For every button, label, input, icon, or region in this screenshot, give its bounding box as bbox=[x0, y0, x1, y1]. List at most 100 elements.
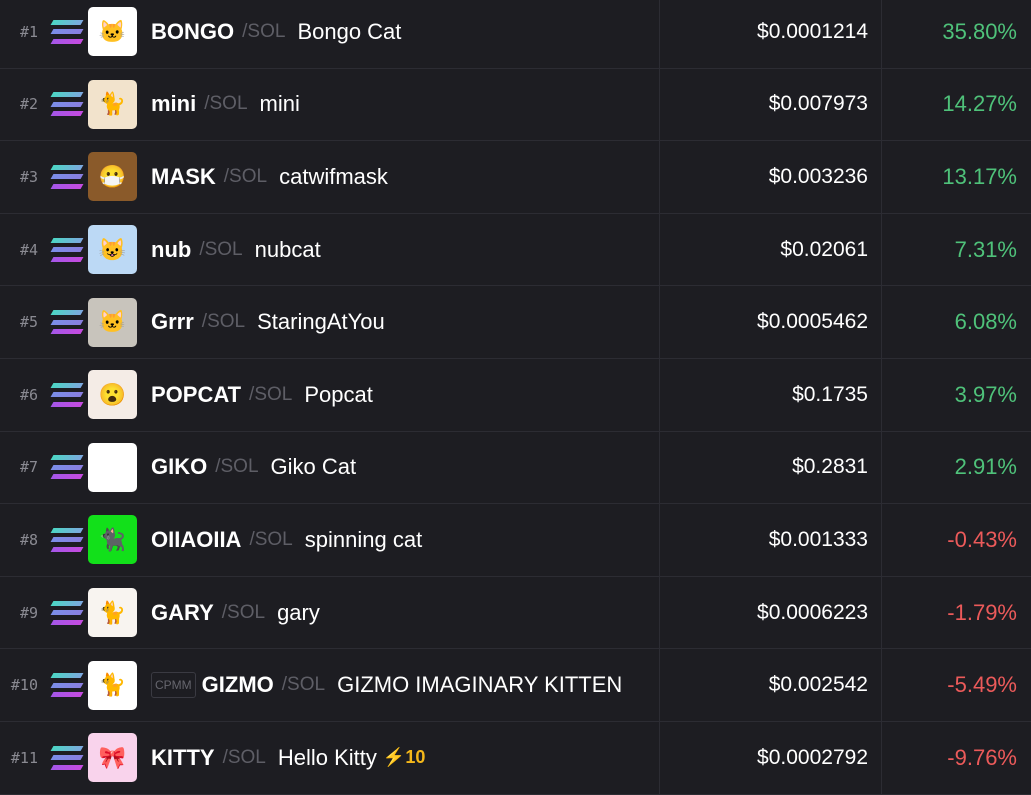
token-cell[interactable]: #9 🐈 GARY /SOL gary bbox=[0, 576, 660, 649]
token-name: Bongo Cat bbox=[297, 18, 402, 44]
quote-symbol: /SOL bbox=[249, 528, 293, 550]
price-change: -1.79% bbox=[947, 599, 1017, 625]
token-price: $0.007973 bbox=[660, 68, 882, 141]
quote-symbol: /SOL bbox=[223, 165, 268, 187]
token-symbol: nub bbox=[151, 236, 192, 262]
token-name: GIZMO IMAGINARY KITTEN bbox=[337, 672, 623, 698]
token-price: $0.0005462 bbox=[660, 286, 882, 358]
token-row[interactable]: #4 😺 nub /SOL nubcat $0.02061 7.31% bbox=[0, 213, 1031, 287]
token-image: 🐈 bbox=[88, 588, 137, 638]
token-symbol: GIZMO bbox=[201, 672, 274, 698]
token-cell[interactable]: #4 😺 nub /SOL nubcat bbox=[0, 213, 660, 286]
rank: #8 bbox=[19, 530, 38, 549]
rank: #11 bbox=[10, 748, 38, 767]
token-name: Giko Cat bbox=[270, 454, 357, 480]
token-row[interactable]: #11 🎀 KITTY /SOL Hello Kitty ⚡10 $0.0002… bbox=[0, 722, 1031, 795]
token-row[interactable]: #1 🐱 BONGO /SOL Bongo Cat $0.0001214 35.… bbox=[0, 0, 1031, 69]
token-image: 🐈 bbox=[88, 79, 137, 129]
token-row[interactable]: #10 🐈 CPMM GIZMO /SOL GIZMO IMAGINARY KI… bbox=[0, 649, 1031, 722]
token-price: $0.02061 bbox=[660, 213, 882, 286]
price-change: 3.97% bbox=[954, 381, 1017, 407]
quote-symbol: /SOL bbox=[222, 746, 266, 768]
quote-symbol: /SOL bbox=[215, 456, 259, 478]
token-symbol: Grrr bbox=[151, 309, 194, 335]
rank: #1 bbox=[19, 22, 38, 41]
solana-icon bbox=[50, 310, 84, 335]
quote-symbol: /SOL bbox=[249, 383, 293, 405]
quote-symbol: /SOL bbox=[242, 20, 286, 42]
token-symbol: BONGO bbox=[151, 18, 235, 44]
token-name: nubcat bbox=[254, 236, 321, 262]
rank: #10 bbox=[10, 676, 38, 695]
token-name: spinning cat bbox=[304, 526, 423, 552]
token-price: $0.0001214 bbox=[660, 0, 882, 68]
token-cell[interactable]: #1 🐱 BONGO /SOL Bongo Cat bbox=[0, 0, 660, 68]
token-image: 🎀 bbox=[88, 733, 137, 783]
token-symbol: MASK bbox=[151, 163, 216, 189]
price-change: 14.27% bbox=[942, 91, 1017, 117]
token-name: catwifmask bbox=[279, 163, 388, 189]
token-image: 😷 bbox=[88, 152, 137, 202]
price-change: 35.80% bbox=[942, 18, 1017, 44]
rank: #4 bbox=[19, 240, 38, 259]
token-price: $0.001333 bbox=[660, 504, 882, 576]
price-change: 6.08% bbox=[954, 309, 1017, 335]
token-image: 🐱 bbox=[88, 297, 137, 347]
token-cell[interactable]: #5 🐱 Grrr /SOL StaringAtYou bbox=[0, 286, 660, 358]
solana-icon bbox=[50, 92, 84, 117]
quote-symbol: /SOL bbox=[201, 311, 246, 333]
token-cell[interactable]: #3 😷 MASK /SOL catwifmask bbox=[0, 141, 660, 213]
quote-symbol: /SOL bbox=[204, 93, 248, 115]
rank: #7 bbox=[19, 458, 38, 477]
token-name: Hello Kitty bbox=[277, 744, 377, 770]
rank: #2 bbox=[19, 95, 38, 114]
solana-icon bbox=[50, 382, 84, 407]
token-symbol: OIIAOIIA bbox=[151, 526, 242, 552]
token-row[interactable]: #9 🐈 GARY /SOL gary $0.0006223 -1.79% bbox=[0, 576, 1031, 650]
token-row[interactable]: #5 🐱 Grrr /SOL StaringAtYou $0.0005462 6… bbox=[0, 286, 1031, 359]
token-cell[interactable]: #10 🐈 CPMM GIZMO /SOL GIZMO IMAGINARY KI… bbox=[0, 649, 660, 721]
quote-symbol: /SOL bbox=[281, 674, 326, 696]
token-price: $0.0006223 bbox=[660, 576, 882, 649]
boost-badge: ⚡10 bbox=[382, 747, 426, 768]
token-row[interactable]: #3 😷 MASK /SOL catwifmask $0.003236 13.1… bbox=[0, 141, 1031, 214]
price-change: 7.31% bbox=[954, 236, 1017, 262]
rank: #9 bbox=[19, 603, 38, 622]
price-change: -9.76% bbox=[947, 744, 1017, 770]
quote-symbol: /SOL bbox=[221, 601, 266, 623]
solana-icon bbox=[50, 164, 84, 189]
token-name: gary bbox=[277, 599, 320, 625]
token-name: StaringAtYou bbox=[257, 309, 385, 335]
token-row[interactable]: #7 °□° GIKO /SOL Giko Cat $0.2831 2.91% bbox=[0, 431, 1031, 505]
token-row[interactable]: #8 🐈‍⬛ OIIAOIIA /SOL spinning cat $0.001… bbox=[0, 504, 1031, 577]
rank: #6 bbox=[19, 385, 38, 404]
token-image: °□° bbox=[88, 442, 137, 492]
solana-icon bbox=[50, 673, 84, 698]
price-change: 2.91% bbox=[954, 454, 1017, 480]
token-name: mini bbox=[259, 91, 300, 117]
token-row[interactable]: #6 😮 POPCAT /SOL Popcat $0.1735 3.97% bbox=[0, 359, 1031, 432]
token-cell[interactable]: #7 °□° GIKO /SOL Giko Cat bbox=[0, 431, 660, 504]
token-symbol: GARY bbox=[151, 599, 214, 625]
token-image: 🐈‍⬛ bbox=[88, 515, 137, 565]
solana-icon bbox=[50, 527, 84, 552]
token-price: $0.2831 bbox=[660, 431, 882, 504]
token-cell[interactable]: #8 🐈‍⬛ OIIAOIIA /SOL spinning cat bbox=[0, 504, 660, 576]
solana-icon bbox=[50, 19, 84, 44]
token-price: $0.1735 bbox=[660, 359, 882, 431]
token-cell[interactable]: #11 🎀 KITTY /SOL Hello Kitty ⚡10 bbox=[0, 722, 660, 794]
token-price: $0.003236 bbox=[660, 141, 882, 213]
price-change: 13.17% bbox=[942, 163, 1017, 189]
rank: #3 bbox=[19, 167, 38, 186]
cpmm-badge: CPMM bbox=[151, 672, 196, 699]
token-image: 😺 bbox=[88, 225, 137, 275]
token-cell[interactable]: #6 😮 POPCAT /SOL Popcat bbox=[0, 359, 660, 431]
token-symbol: mini bbox=[151, 91, 197, 117]
token-symbol: KITTY bbox=[151, 744, 215, 770]
token-cell[interactable]: #2 🐈 mini /SOL mini bbox=[0, 68, 660, 141]
rank: #5 bbox=[19, 313, 38, 332]
solana-icon bbox=[50, 600, 84, 625]
solana-icon bbox=[50, 455, 84, 480]
token-price: $0.0002792 bbox=[660, 722, 882, 794]
token-row[interactable]: #2 🐈 mini /SOL mini $0.007973 14.27% bbox=[0, 68, 1031, 142]
